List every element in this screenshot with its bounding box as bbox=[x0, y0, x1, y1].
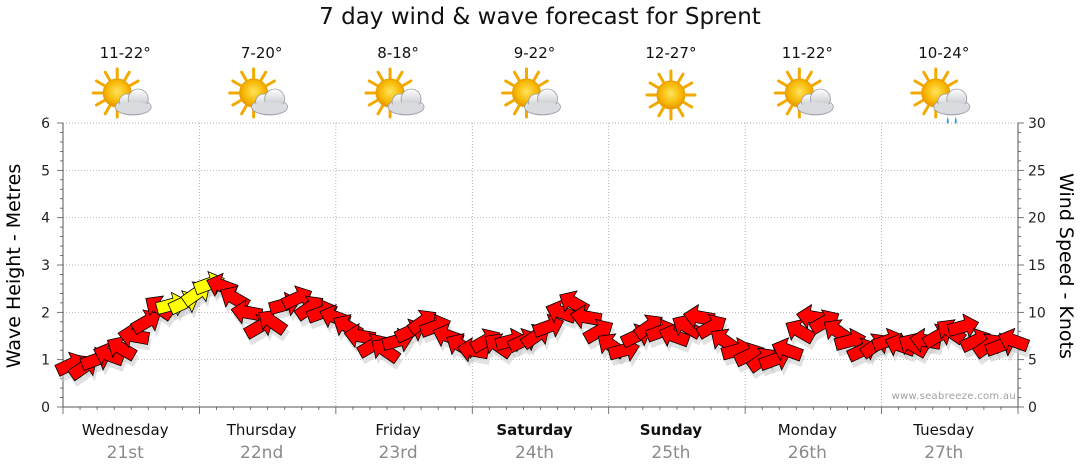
day-name-label: Sunday bbox=[603, 421, 739, 439]
day-name-label: Friday bbox=[330, 421, 466, 439]
y-tick-label-right: 25 bbox=[1028, 163, 1046, 179]
day-date-label: 21st bbox=[57, 443, 193, 463]
sun-cloud-icon bbox=[366, 69, 424, 117]
day-date-label: 23rd bbox=[330, 443, 466, 463]
sun-cloud-icon bbox=[230, 69, 288, 117]
day-name-label: Wednesday bbox=[57, 421, 193, 439]
y-axis-label-left: Wave Height - Metres bbox=[3, 164, 25, 368]
y-tick-label-right: 0 bbox=[1028, 400, 1037, 416]
sun-cloud-icon bbox=[93, 69, 151, 117]
y-tick-label-right: 30 bbox=[1028, 116, 1046, 132]
day-date-label: 27th bbox=[876, 443, 1012, 463]
y-tick-label-right: 15 bbox=[1028, 258, 1046, 274]
y-tick-label-right: 10 bbox=[1028, 305, 1046, 321]
sun-icon bbox=[647, 71, 695, 119]
y-tick-label-left: 1 bbox=[41, 353, 50, 369]
y-tick-label-left: 3 bbox=[41, 258, 50, 274]
day-date-label: 22nd bbox=[194, 443, 330, 463]
sun-cloud-rain-icon bbox=[912, 69, 970, 124]
sun-cloud-icon bbox=[775, 69, 833, 117]
y-tick-label-left: 6 bbox=[41, 116, 50, 132]
day-name-label: Thursday bbox=[194, 421, 330, 439]
y-tick-label-left: 5 bbox=[41, 163, 50, 179]
y-tick-label-left: 4 bbox=[41, 211, 50, 227]
day-date-label: 26th bbox=[739, 443, 875, 463]
day-name-label: Saturday bbox=[467, 421, 603, 439]
day-date-label: 25th bbox=[603, 443, 739, 463]
y-axis-label-right: Wind Speed - Knots bbox=[1055, 173, 1077, 359]
sun-cloud-icon bbox=[503, 69, 561, 117]
credit-text: www.seabreeze.com.au bbox=[892, 391, 1016, 402]
day-date-label: 24th bbox=[467, 443, 603, 463]
y-tick-label-left: 0 bbox=[41, 400, 50, 416]
y-tick-label-right: 20 bbox=[1028, 211, 1046, 227]
y-tick-label-right: 5 bbox=[1028, 353, 1037, 369]
day-name-label: Tuesday bbox=[876, 421, 1012, 439]
day-name-label: Monday bbox=[739, 421, 875, 439]
y-tick-label-left: 2 bbox=[41, 305, 50, 321]
